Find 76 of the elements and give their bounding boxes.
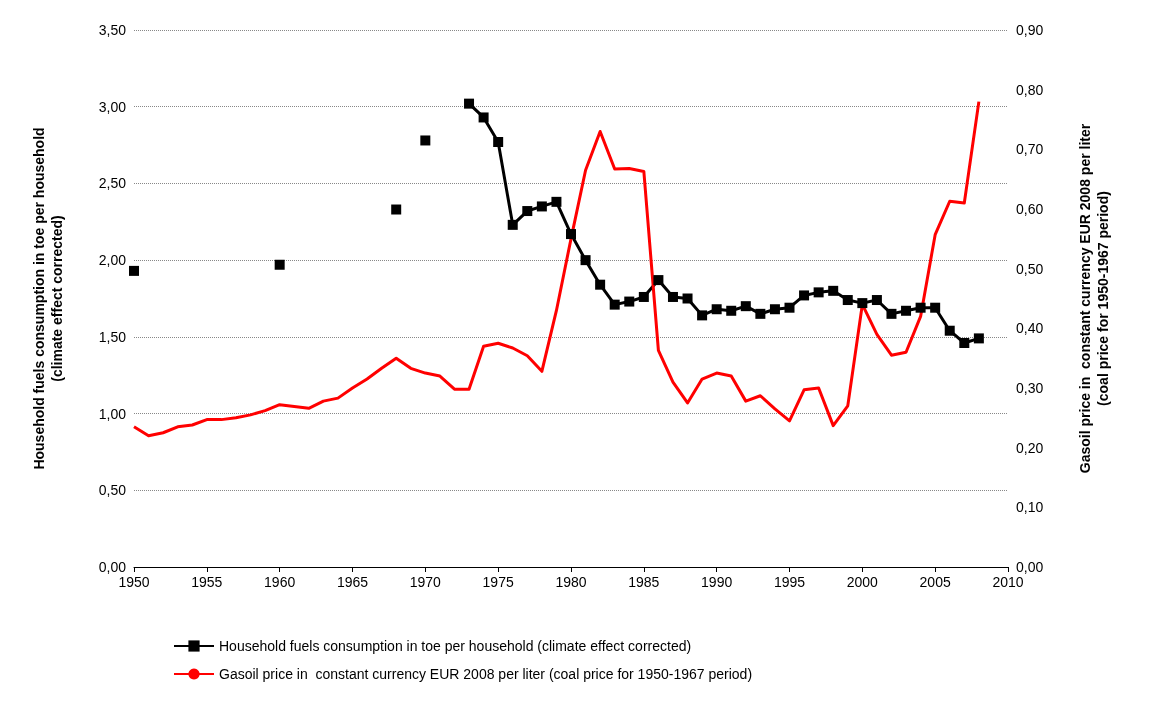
y2-tick-label: 0,20 bbox=[1016, 439, 1044, 456]
point bbox=[857, 298, 868, 309]
point bbox=[711, 304, 722, 315]
x-tick-label: 1990 bbox=[701, 574, 733, 590]
y2-tick-label: 0,90 bbox=[1016, 22, 1044, 38]
point bbox=[740, 301, 751, 312]
point bbox=[638, 291, 649, 302]
y-tick-label: 0,00 bbox=[98, 559, 127, 575]
point bbox=[944, 325, 955, 336]
x-tick-label: 1960 bbox=[264, 574, 296, 590]
point bbox=[580, 255, 591, 266]
y2-axis-title: Gasoil price in constant currency EUR 2008 per liter (coal price for 1950-1967 period) bbox=[1077, 123, 1111, 474]
y-tick-label: 1,50 bbox=[98, 328, 127, 345]
point bbox=[682, 293, 693, 304]
legend-label: Gasoil price in constant currency EUR 2008 per liter (coal price for 1950-1967 period) bbox=[219, 666, 753, 682]
x-tick-label: 1985 bbox=[628, 574, 660, 590]
x-tick-label: 1950 bbox=[118, 574, 150, 590]
x-tick-label: 2005 bbox=[919, 574, 951, 590]
point bbox=[930, 302, 941, 313]
y2-tick-label: 0,40 bbox=[1016, 320, 1044, 337]
y-tick-label: 0,50 bbox=[98, 482, 127, 499]
point bbox=[566, 229, 576, 240]
y-tick-label: 2,00 bbox=[98, 252, 127, 269]
point bbox=[464, 98, 475, 109]
y2-tick-label: 0,00 bbox=[1016, 559, 1044, 575]
point bbox=[667, 291, 678, 302]
point bbox=[871, 295, 882, 306]
y2-tick-label: 0,80 bbox=[1016, 81, 1044, 98]
point bbox=[901, 305, 912, 316]
y2-tick-label: 0,10 bbox=[1016, 499, 1044, 516]
y-tick-label: 2,50 bbox=[98, 175, 127, 192]
point bbox=[551, 196, 562, 207]
y2-tick-label: 0,70 bbox=[1016, 141, 1044, 158]
point bbox=[959, 337, 970, 348]
x-tick-label: 1965 bbox=[336, 574, 369, 590]
x-tick-label: 1955 bbox=[191, 574, 223, 590]
point bbox=[609, 299, 620, 310]
point bbox=[799, 290, 810, 301]
y2-tick-label: 0,60 bbox=[1016, 201, 1044, 217]
x-tick-label: 1975 bbox=[482, 574, 514, 590]
point bbox=[391, 204, 402, 215]
y-tick-label: 3,00 bbox=[98, 98, 127, 115]
point bbox=[522, 206, 533, 217]
point bbox=[493, 137, 504, 147]
point bbox=[274, 259, 285, 270]
point bbox=[755, 308, 766, 319]
point bbox=[536, 201, 547, 212]
point bbox=[915, 302, 926, 313]
point bbox=[653, 275, 664, 286]
y2-tick-label: 0,50 bbox=[1016, 260, 1044, 277]
point bbox=[129, 265, 139, 276]
point bbox=[697, 310, 708, 321]
x-tick-label: 2010 bbox=[992, 574, 1024, 590]
point bbox=[478, 112, 489, 123]
point bbox=[813, 287, 824, 298]
y-tick-label: 3,50 bbox=[98, 22, 127, 38]
point bbox=[595, 279, 606, 290]
x-tick-label: 1970 bbox=[409, 574, 442, 590]
x-tick-label: 2000 bbox=[846, 574, 879, 590]
point bbox=[842, 295, 853, 306]
line-series bbox=[132, 100, 981, 438]
point bbox=[507, 219, 518, 230]
point bbox=[973, 333, 984, 344]
legend-label: Household fuels consumption in toe per household (climate effect corrected) bbox=[219, 638, 692, 654]
y-tick-label: 1,00 bbox=[98, 405, 127, 422]
y-axis-title: Household fuels consumption in toe per household (climate effect corrected) bbox=[31, 127, 65, 470]
y2-tick-label: 0,30 bbox=[1016, 380, 1044, 396]
x-tick-label: 1995 bbox=[773, 574, 806, 590]
point bbox=[886, 308, 897, 319]
point bbox=[828, 285, 839, 296]
x-tick-label: 1980 bbox=[555, 574, 587, 590]
point bbox=[726, 305, 737, 316]
point bbox=[784, 302, 795, 313]
point bbox=[420, 135, 431, 146]
point bbox=[624, 296, 635, 307]
point bbox=[769, 304, 780, 315]
